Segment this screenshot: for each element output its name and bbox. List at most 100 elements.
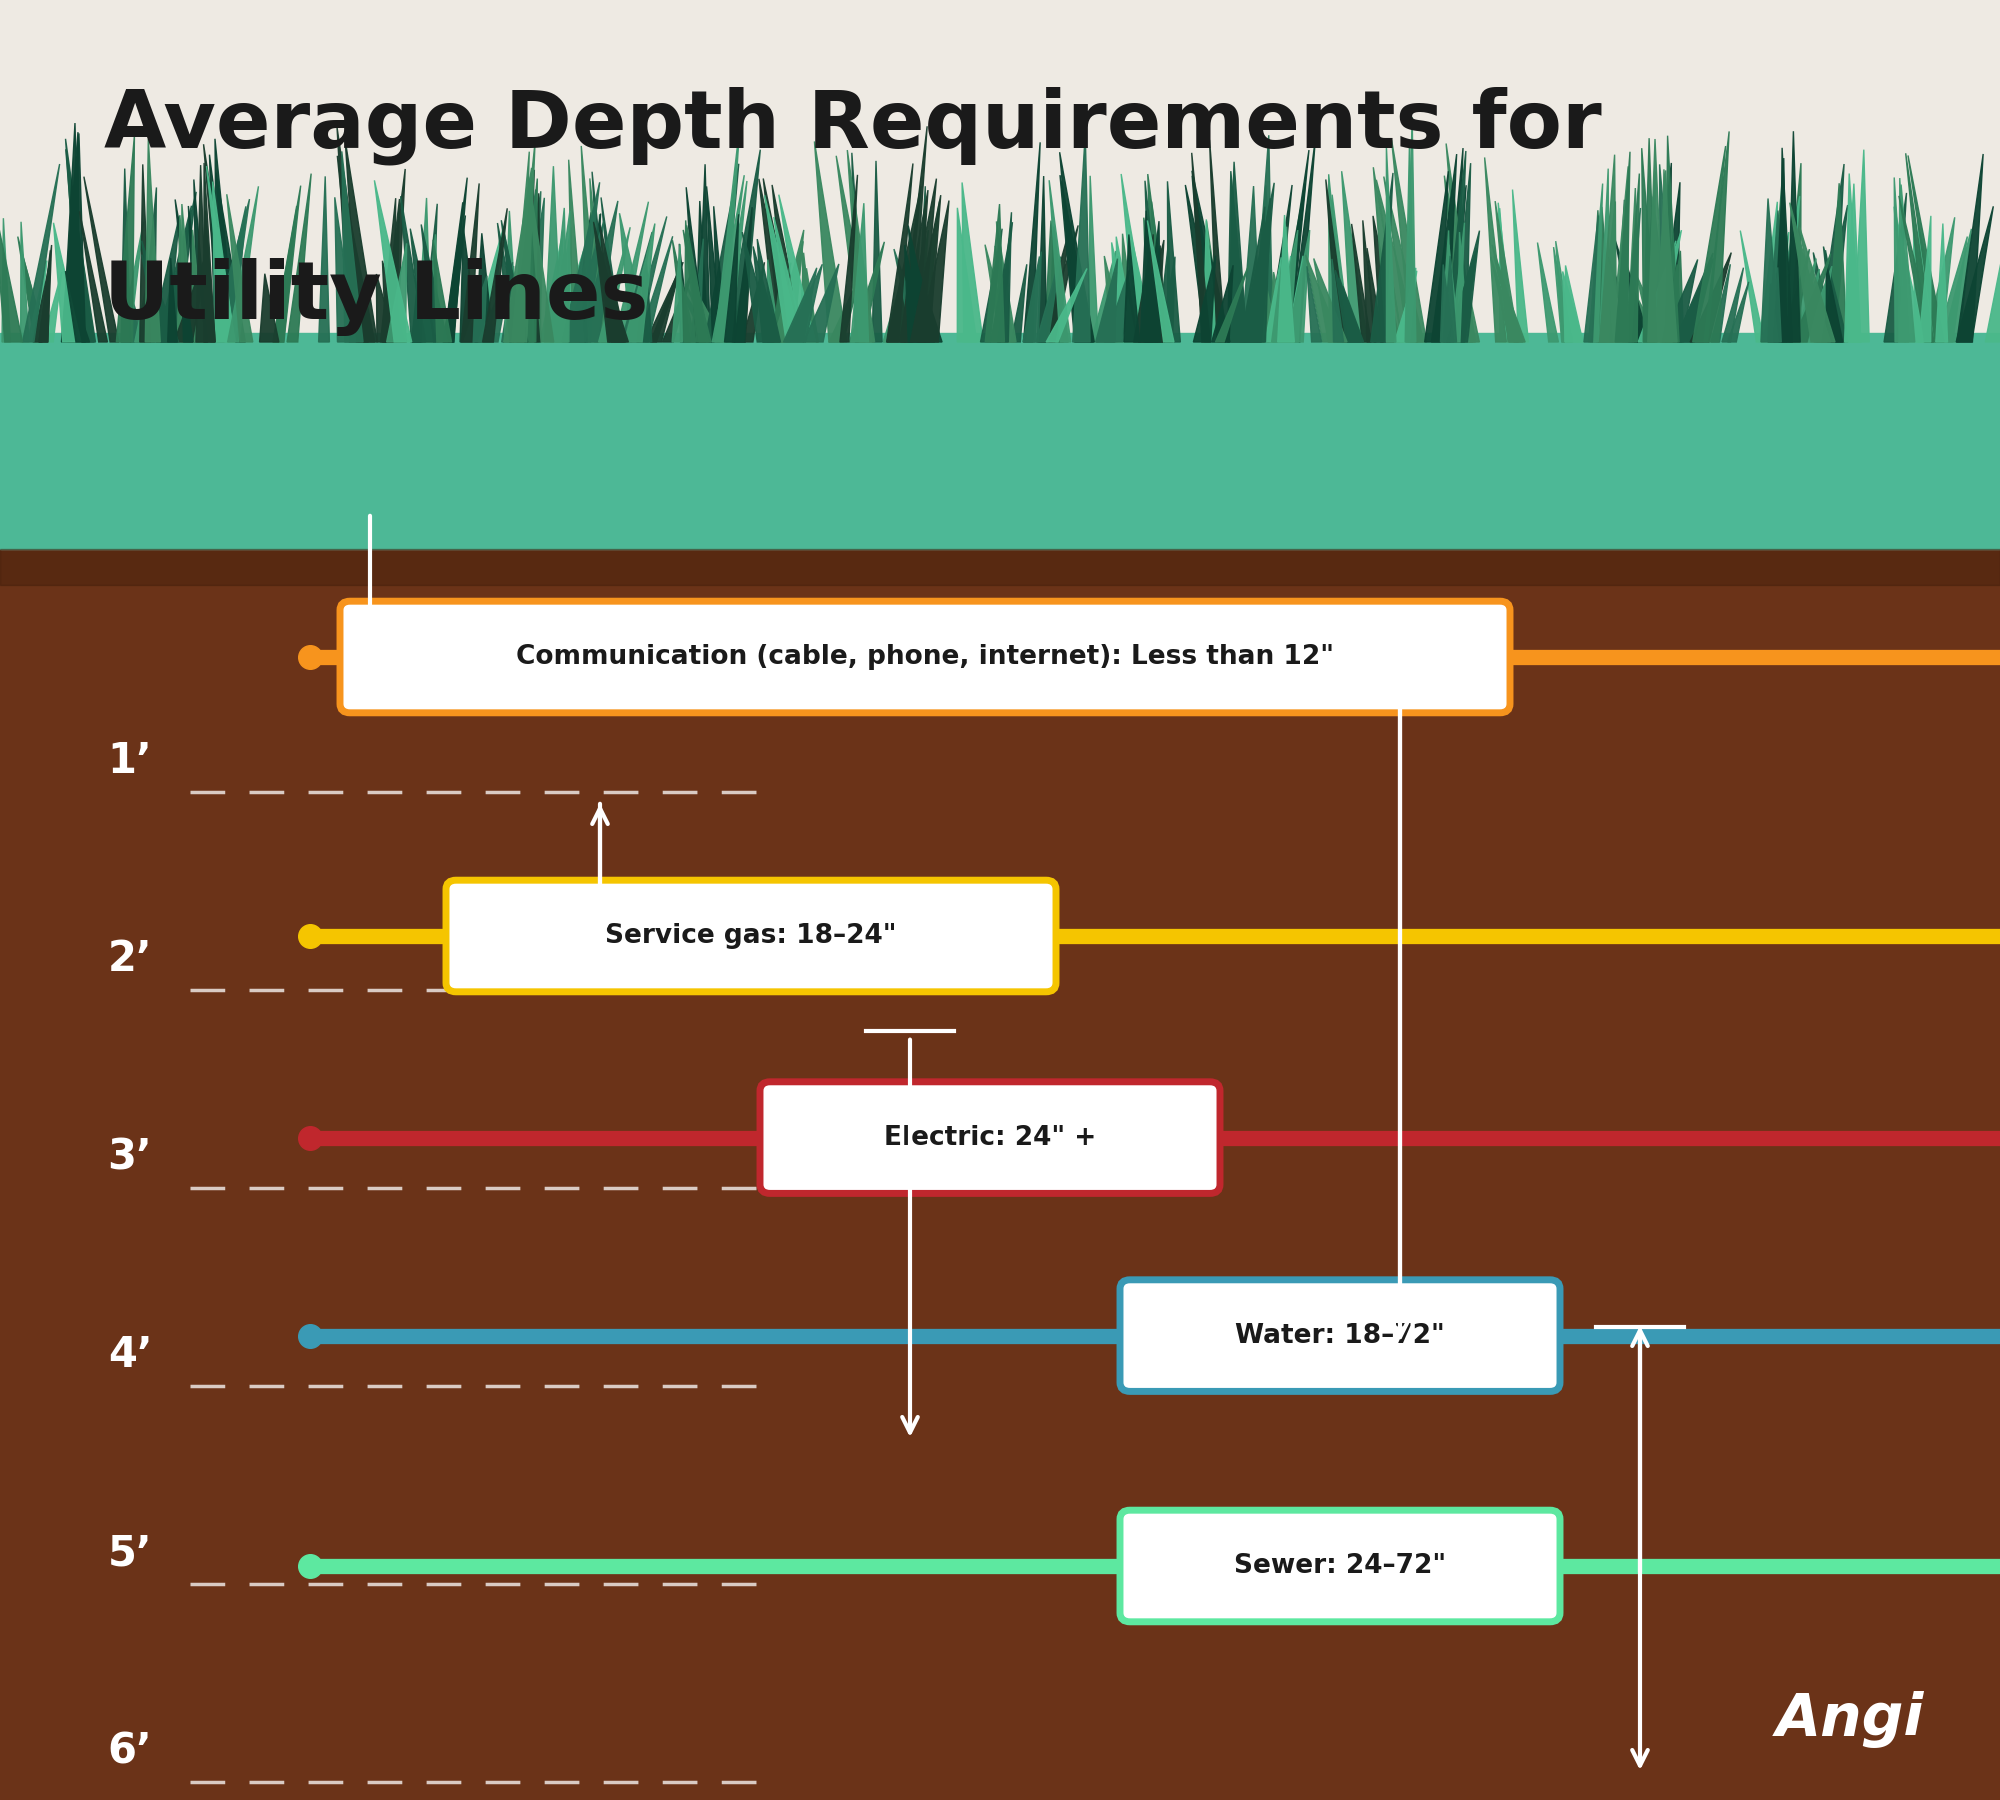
Polygon shape xyxy=(1432,155,1456,342)
Polygon shape xyxy=(568,160,584,342)
Polygon shape xyxy=(1942,229,1972,342)
Polygon shape xyxy=(1452,164,1470,342)
Polygon shape xyxy=(1650,164,1672,342)
Polygon shape xyxy=(1242,185,1260,342)
Polygon shape xyxy=(520,182,534,342)
Polygon shape xyxy=(376,274,396,342)
Polygon shape xyxy=(704,164,738,342)
Polygon shape xyxy=(1788,131,1800,342)
Polygon shape xyxy=(1256,185,1276,342)
Polygon shape xyxy=(1656,248,1674,342)
Polygon shape xyxy=(590,178,606,342)
Polygon shape xyxy=(410,229,436,342)
Polygon shape xyxy=(42,272,62,342)
Polygon shape xyxy=(1906,153,1934,342)
Polygon shape xyxy=(1666,250,1684,342)
Polygon shape xyxy=(1192,176,1222,342)
Polygon shape xyxy=(18,236,46,342)
Polygon shape xyxy=(724,214,738,342)
Polygon shape xyxy=(916,202,940,342)
Polygon shape xyxy=(686,187,706,342)
Polygon shape xyxy=(182,265,194,342)
Polygon shape xyxy=(1802,266,1832,342)
Polygon shape xyxy=(540,232,564,342)
Polygon shape xyxy=(602,198,622,342)
Polygon shape xyxy=(0,200,22,342)
Polygon shape xyxy=(720,182,746,342)
Polygon shape xyxy=(516,189,536,342)
Polygon shape xyxy=(1774,158,1786,342)
Polygon shape xyxy=(1616,200,1624,342)
Polygon shape xyxy=(550,207,568,342)
Polygon shape xyxy=(1760,202,1778,342)
Polygon shape xyxy=(622,232,652,342)
Polygon shape xyxy=(1446,248,1476,342)
Polygon shape xyxy=(1844,184,1860,342)
Polygon shape xyxy=(1148,175,1170,342)
Polygon shape xyxy=(1894,207,1924,342)
Polygon shape xyxy=(178,214,190,342)
Polygon shape xyxy=(342,151,364,342)
Polygon shape xyxy=(142,254,174,342)
Polygon shape xyxy=(442,216,466,342)
Polygon shape xyxy=(1792,254,1830,342)
Text: 1’: 1’ xyxy=(108,740,152,783)
Polygon shape xyxy=(80,211,108,342)
Polygon shape xyxy=(1658,182,1680,342)
Polygon shape xyxy=(1816,205,1848,342)
Polygon shape xyxy=(210,184,236,342)
Polygon shape xyxy=(1596,207,1612,342)
Polygon shape xyxy=(672,239,696,342)
Polygon shape xyxy=(1314,259,1348,342)
Polygon shape xyxy=(134,247,154,342)
Polygon shape xyxy=(1270,272,1290,342)
Polygon shape xyxy=(1450,223,1464,342)
Polygon shape xyxy=(1370,173,1394,342)
Polygon shape xyxy=(786,265,822,342)
Polygon shape xyxy=(176,200,200,342)
Polygon shape xyxy=(40,250,50,342)
Polygon shape xyxy=(1332,194,1350,342)
Polygon shape xyxy=(54,223,82,342)
Polygon shape xyxy=(228,185,258,342)
Polygon shape xyxy=(1600,202,1616,342)
Polygon shape xyxy=(986,203,1004,342)
Polygon shape xyxy=(1772,196,1800,342)
Polygon shape xyxy=(1538,243,1558,342)
Polygon shape xyxy=(1656,171,1672,342)
Polygon shape xyxy=(566,263,584,342)
FancyBboxPatch shape xyxy=(1120,1510,1560,1622)
Text: 3’: 3’ xyxy=(108,1136,152,1179)
Polygon shape xyxy=(1918,223,1944,342)
Polygon shape xyxy=(778,194,816,342)
Polygon shape xyxy=(614,202,648,342)
Polygon shape xyxy=(962,182,984,342)
Polygon shape xyxy=(706,187,722,342)
Polygon shape xyxy=(1138,239,1164,342)
Polygon shape xyxy=(1662,259,1698,342)
Polygon shape xyxy=(182,203,194,342)
Polygon shape xyxy=(1588,184,1602,342)
Polygon shape xyxy=(1376,180,1418,342)
Polygon shape xyxy=(1140,211,1156,342)
Polygon shape xyxy=(552,227,572,342)
Polygon shape xyxy=(416,198,430,342)
Polygon shape xyxy=(120,221,144,342)
Polygon shape xyxy=(1692,146,1726,342)
Text: Water: 18–72": Water: 18–72" xyxy=(1236,1323,1444,1348)
Polygon shape xyxy=(1440,230,1452,342)
Polygon shape xyxy=(734,209,754,342)
Polygon shape xyxy=(1640,171,1656,342)
Polygon shape xyxy=(680,286,716,342)
Polygon shape xyxy=(650,263,682,342)
Polygon shape xyxy=(272,205,296,342)
Polygon shape xyxy=(504,281,526,342)
Polygon shape xyxy=(22,164,60,342)
Polygon shape xyxy=(1628,279,1660,342)
Polygon shape xyxy=(598,227,630,342)
Polygon shape xyxy=(624,223,654,342)
Polygon shape xyxy=(886,185,922,342)
Polygon shape xyxy=(20,221,30,342)
Text: 5’: 5’ xyxy=(108,1532,152,1575)
Polygon shape xyxy=(374,180,412,342)
